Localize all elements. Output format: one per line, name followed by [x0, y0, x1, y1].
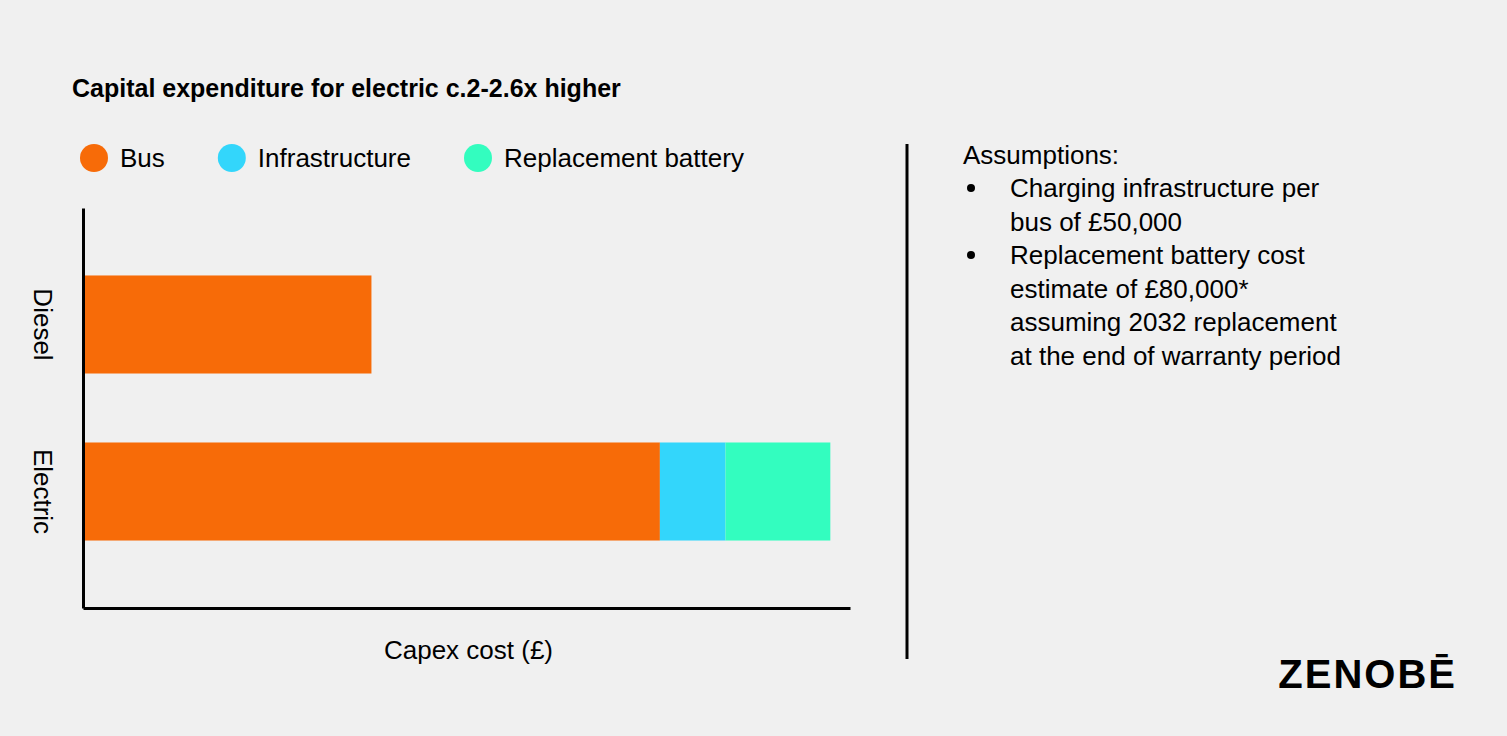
y-tick: Electric: [28, 449, 83, 534]
assumption-line: assuming 2032 replacement: [1010, 307, 1337, 337]
series: [83, 275, 660, 540]
legend-label: Bus: [120, 143, 165, 173]
legend-swatch: [80, 144, 108, 172]
legend-swatch: [464, 144, 492, 172]
assumptions-heading: Assumptions:: [963, 140, 1119, 170]
series: [660, 442, 726, 540]
legend-label: Infrastructure: [258, 143, 411, 173]
legend-item: Replacement battery: [464, 143, 744, 173]
legend-label: Replacement battery: [504, 143, 744, 173]
y-tick: Diesel: [28, 288, 83, 360]
bullet: [967, 184, 975, 192]
assumption-line: at the end of warranty period: [1010, 341, 1341, 371]
title: Capital expenditure for electric c.2-2.6…: [72, 74, 621, 102]
legend: Bus Infrastructure Replacement battery: [80, 143, 744, 173]
background: [0, 0, 1507, 736]
bar: [83, 442, 660, 540]
logo: ZENOBĒ: [1278, 652, 1457, 696]
y-tick-label: Diesel: [28, 288, 58, 360]
chart: Capital expenditure for electric c.2-2.6…: [0, 0, 1507, 736]
x-axis: [84, 608, 851, 609]
assumption-line: Charging infrastructure per: [1010, 173, 1320, 203]
bar: [725, 442, 830, 540]
assumptions: Assumptions:Charging infrastructure per b…: [963, 140, 1341, 371]
bar: [371, 275, 372, 373]
bullet: [967, 251, 975, 259]
y-axis: Diesel Electric: [28, 209, 84, 609]
y-tick-label: Electric: [28, 449, 58, 534]
assumption-line: bus of £50,000: [1010, 207, 1182, 237]
bar: [371, 275, 372, 373]
y-axis-line: [82, 209, 85, 609]
x-axis-title: Capex cost (£): [384, 635, 553, 665]
legend-swatch: [218, 144, 246, 172]
x-axis-line: [84, 607, 851, 610]
bar: [83, 275, 371, 373]
divider: [906, 144, 909, 659]
assumption-line: estimate of £80,000*: [1010, 274, 1249, 304]
legend-item: Bus: [80, 143, 165, 173]
legend-item: Infrastructure: [218, 143, 411, 173]
bar: [660, 442, 726, 540]
series: [725, 442, 830, 540]
bars: [83, 275, 830, 540]
assumption-line: Replacement battery cost: [1010, 240, 1306, 270]
